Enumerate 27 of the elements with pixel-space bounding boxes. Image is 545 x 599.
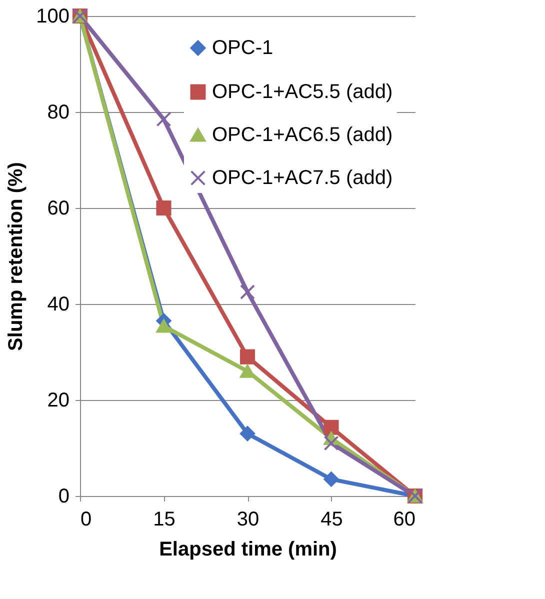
point	[240, 284, 256, 300]
x-tick-label: 30	[236, 508, 260, 530]
legend-label: OPC-1+AC5.5 (add)	[212, 81, 393, 103]
point	[156, 200, 172, 216]
y-tick-label: 20	[47, 390, 70, 412]
legend-label: OPC-1+AC6.5 (add)	[212, 124, 393, 146]
point	[240, 349, 256, 364]
x-tick-label: 15	[153, 508, 176, 530]
y-axis-title: Slump retention (%)	[5, 162, 28, 351]
y-tick-label: 80	[47, 102, 70, 124]
point	[324, 420, 339, 435]
y-tick-label: 60	[47, 198, 70, 220]
x-tick-label: 0	[80, 508, 92, 530]
legend-label: OPC-1+AC7.5 (add)	[212, 167, 393, 189]
point	[240, 364, 256, 378]
x-axis-title: Elapsed time (min)	[159, 538, 337, 560]
x-tick-label: 60	[393, 508, 416, 530]
point	[240, 426, 256, 442]
legend-label: OPC-1	[212, 37, 274, 59]
y-tick-label: 100	[36, 6, 70, 28]
point	[156, 319, 172, 333]
point	[324, 472, 339, 487]
y-tick-label: 40	[47, 294, 70, 316]
y-tick-label: 0	[58, 486, 70, 508]
point	[156, 112, 172, 127]
point	[324, 436, 339, 451]
x-tick-label: 45	[320, 508, 343, 530]
